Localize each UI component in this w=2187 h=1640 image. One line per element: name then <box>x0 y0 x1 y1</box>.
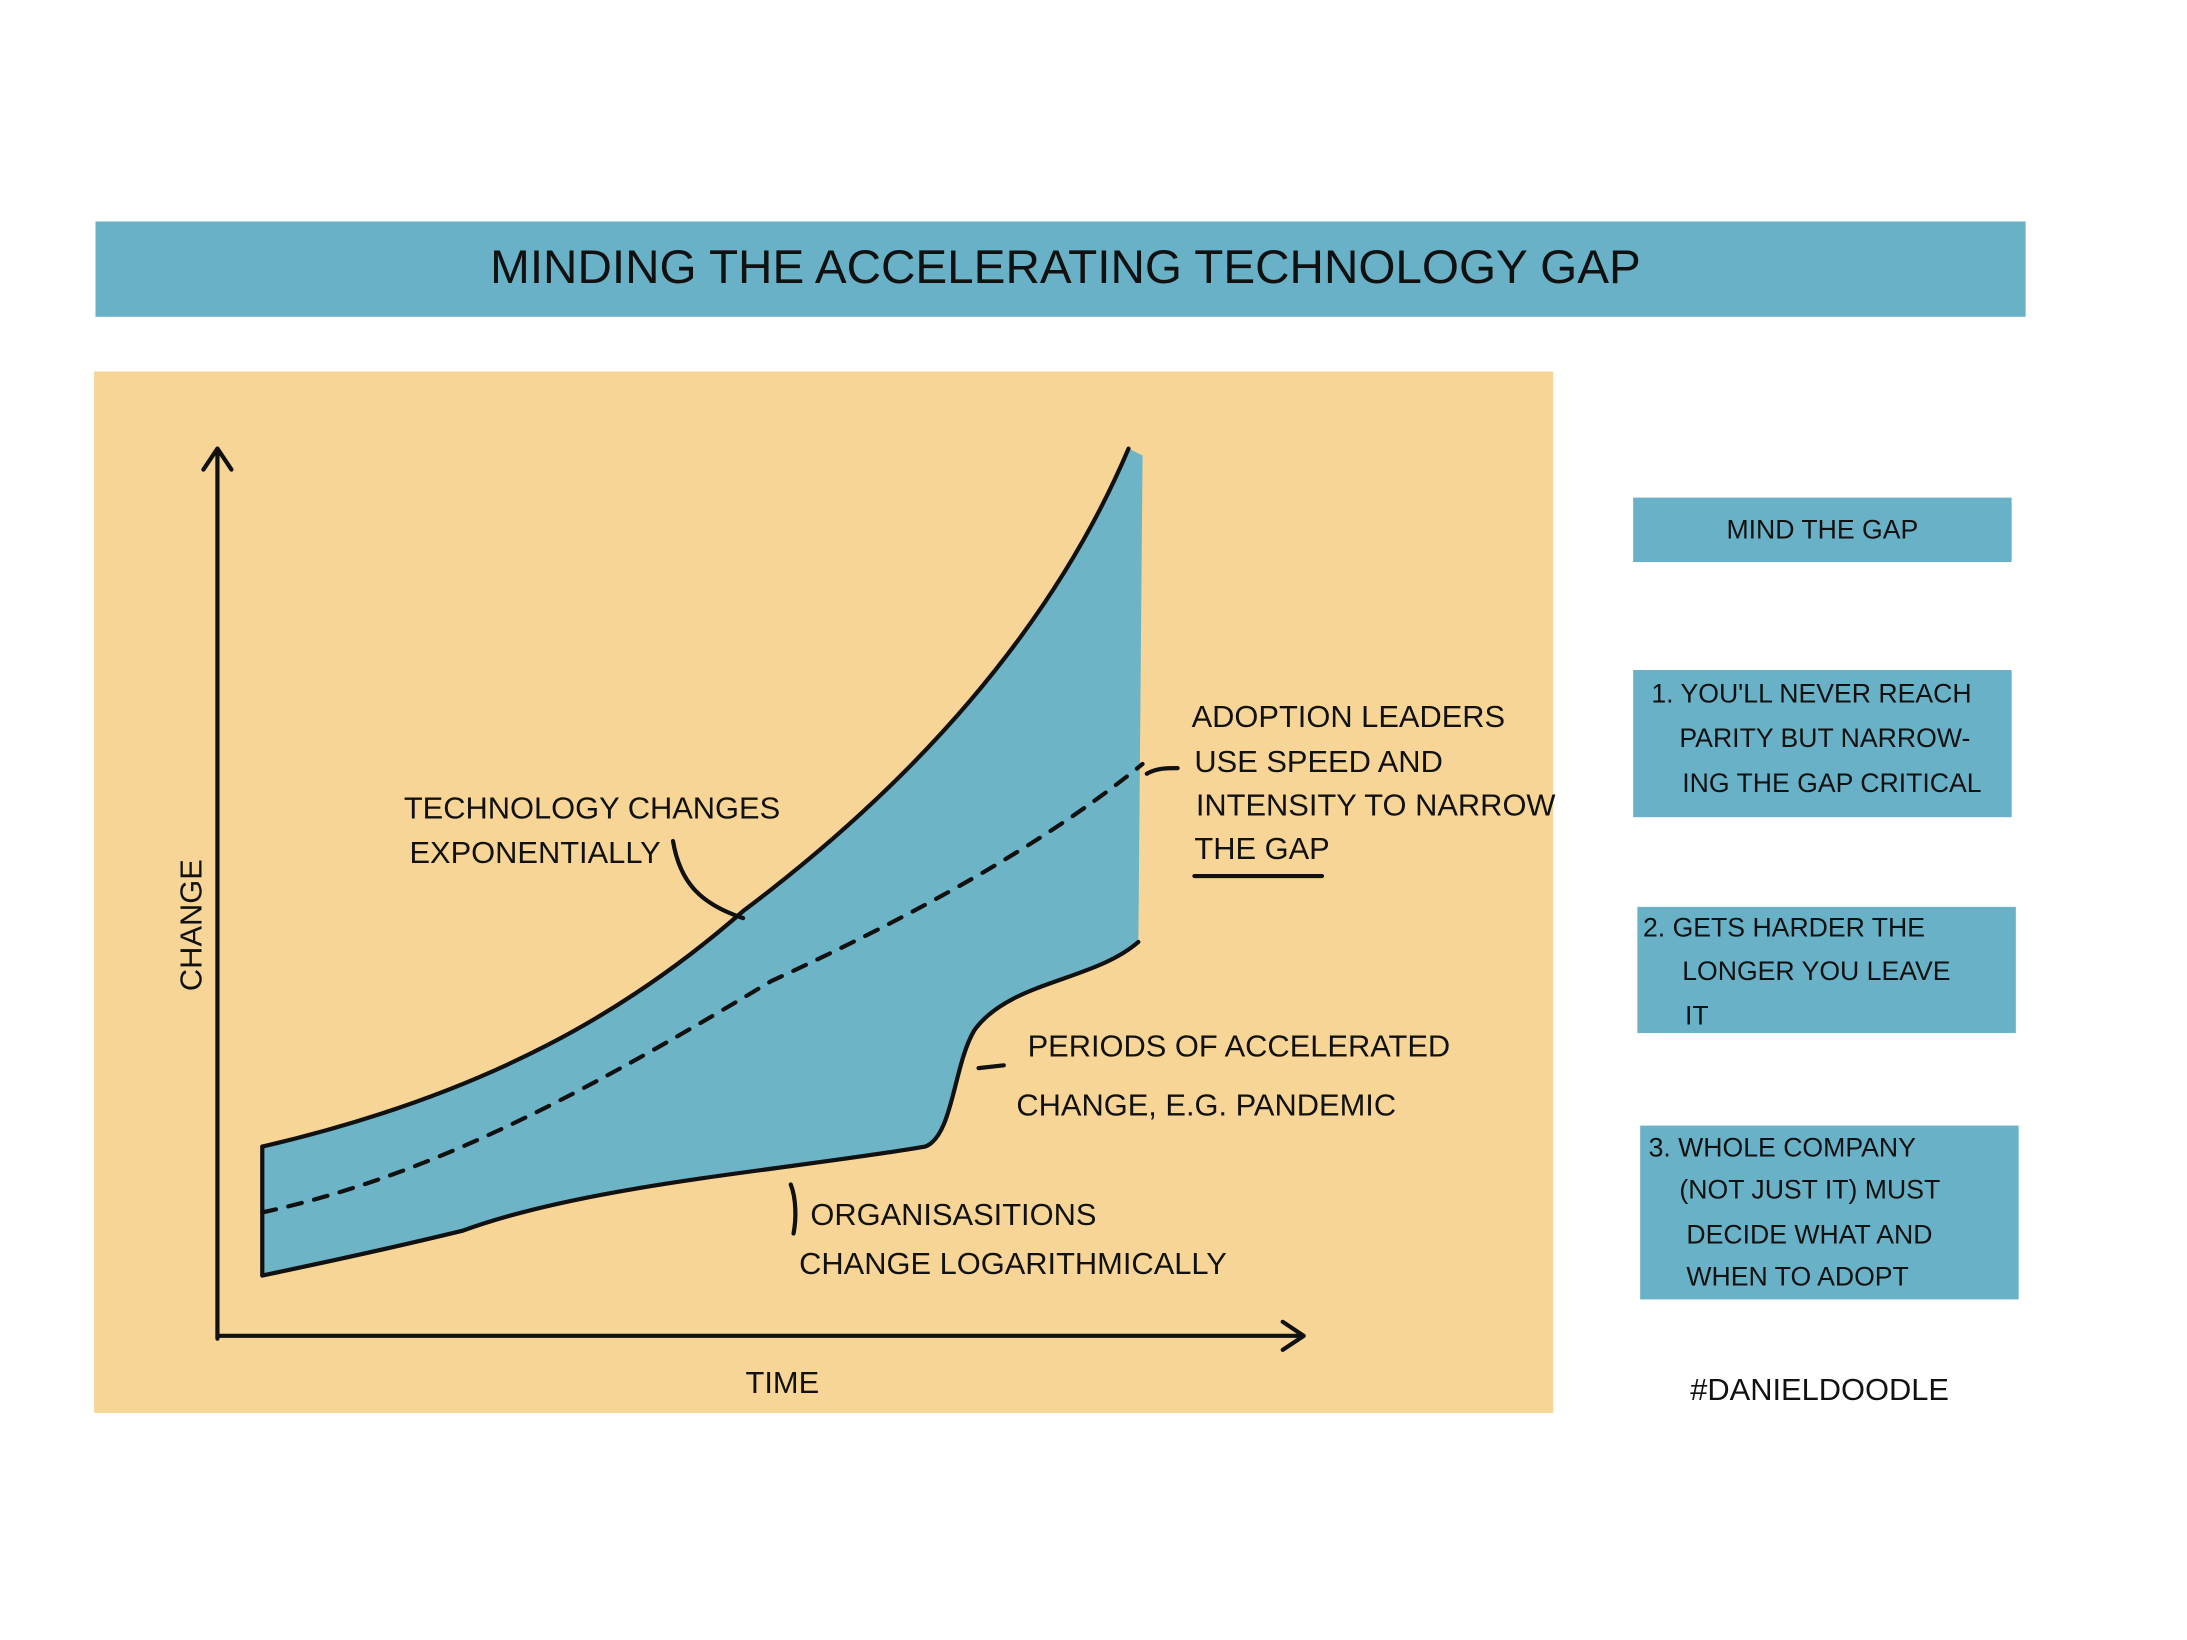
annotation-line: INTENSITY TO NARROW <box>1196 788 1556 823</box>
leader-line <box>788 1182 798 1236</box>
technology-curve <box>260 446 1131 1149</box>
point-line: 2. GETS HARDER THE <box>1643 912 1925 942</box>
point-line: 1. YOU'LL NEVER REACH <box>1651 678 1971 708</box>
annotation-line: TECHNOLOGY CHANGES <box>404 790 780 825</box>
hashtag: #DANIELDOODLE <box>1690 1372 1949 1407</box>
leader-line <box>976 1063 1006 1071</box>
x-axis-label: TIME <box>746 1365 820 1400</box>
sidebar-heading: MIND THE GAP <box>1726 514 1918 544</box>
point-line: WHEN TO ADOPT <box>1686 1261 1908 1291</box>
annotation-line: PERIODS OF ACCELERATED <box>1028 1029 1451 1064</box>
point-line: DECIDE WHAT AND <box>1686 1219 1932 1249</box>
organisation-curve <box>260 939 1141 1278</box>
annotation-line: ORGANISASITIONS <box>810 1197 1096 1232</box>
point-box <box>1637 906 2016 1034</box>
leader-line <box>670 838 746 921</box>
y-axis-label: CHANGE <box>174 859 209 991</box>
point-box <box>1640 1125 2019 1300</box>
point-line: 3. WHOLE COMPANY <box>1649 1132 1917 1162</box>
annotation-line: EXPONENTIALLY <box>409 835 660 870</box>
x-axis <box>215 1319 1306 1352</box>
title-banner <box>95 221 2026 317</box>
chart: CHANGE TIME TECHNOLOGY CHANGES EXPONENTI… <box>94 371 1556 1413</box>
point-line: PARITY BUT NARROW- <box>1679 723 1970 753</box>
title: MINDING THE ACCELERATING TECHNOLOGY GAP <box>490 241 1641 294</box>
sidebar: MIND THE GAP 1. YOU'LL NEVER REACH PARIT… <box>1633 497 2019 1407</box>
annotation-line: CHANGE, E.G. PANDEMIC <box>1016 1087 1396 1122</box>
leaders-curve <box>260 761 1145 1215</box>
annotation-line: USE SPEED AND <box>1194 744 1442 779</box>
annotation-line: ADOPTION LEADERS <box>1192 699 1506 734</box>
annotation-line: CHANGE LOGARITHMICALLY <box>799 1246 1227 1281</box>
y-axis <box>201 446 234 1341</box>
point-line: ING THE GAP CRITICAL <box>1682 768 1981 798</box>
point-line: (NOT JUST IT) MUST <box>1679 1174 1940 1204</box>
point-line: LONGER YOU LEAVE <box>1682 956 1950 986</box>
heading-box <box>1633 497 2012 563</box>
leader-line <box>1144 766 1180 776</box>
point-line: IT <box>1685 1001 1709 1031</box>
point-box <box>1633 670 2012 818</box>
annotation-line: THE GAP <box>1194 831 1329 866</box>
gap-band <box>262 448 1143 1276</box>
